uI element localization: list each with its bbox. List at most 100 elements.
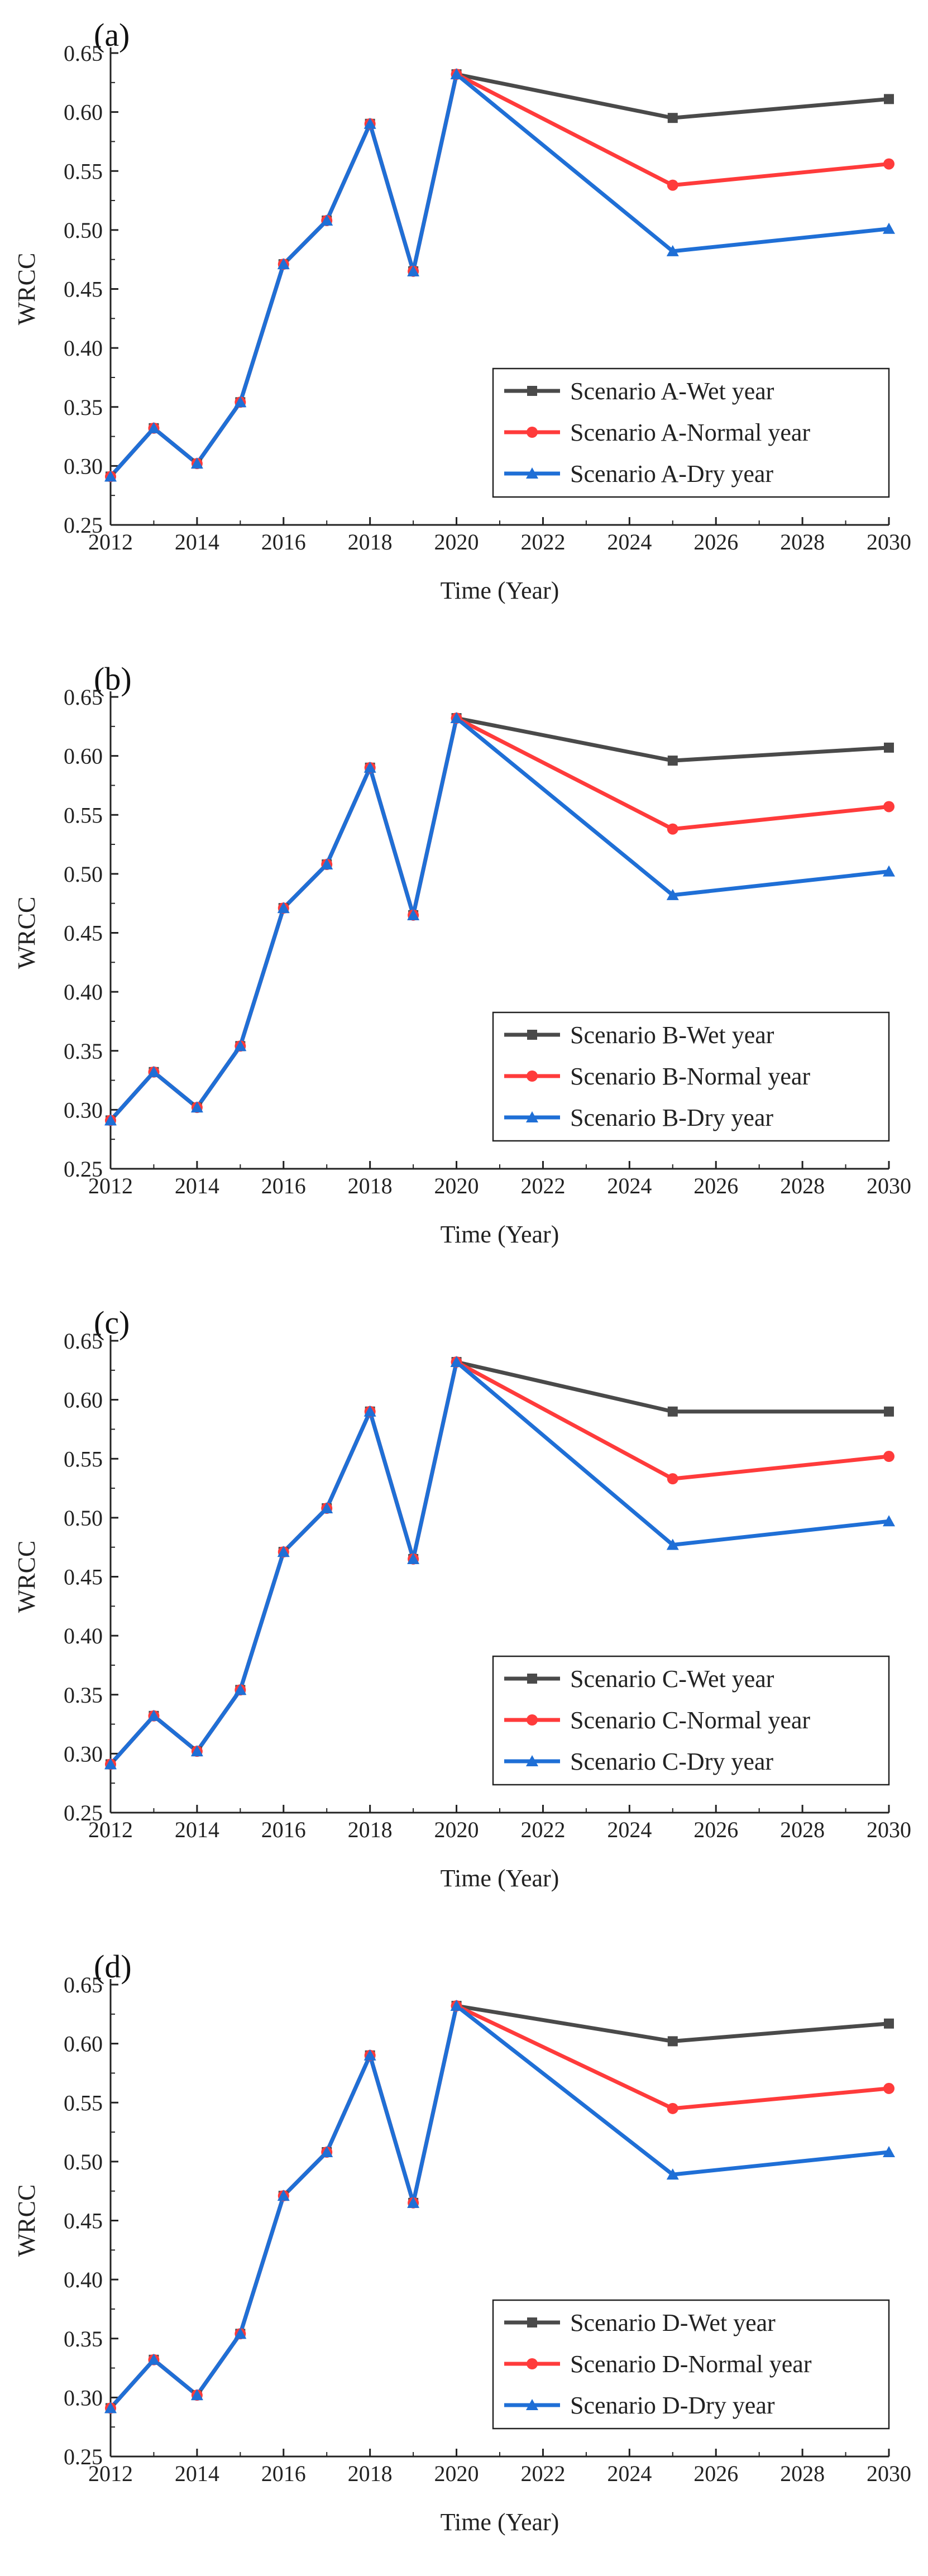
x-tick-label: 2024 [607, 2461, 652, 2486]
x-tick-label: 2028 [780, 1173, 825, 1198]
y-tick-label: 0.50 [64, 218, 103, 243]
legend-entry-wet: Scenario D-Wet year [570, 2309, 776, 2336]
data-point-dry [883, 222, 895, 234]
x-tick-label: 2020 [434, 2461, 479, 2486]
y-tick-label: 0.30 [64, 1741, 103, 1766]
y-tick-label: 0.40 [64, 2267, 103, 2292]
x-tick-label: 2028 [780, 2461, 825, 2486]
y-tick-label: 0.25 [64, 513, 103, 538]
legend-entry-wet: Scenario C-Wet year [570, 1665, 774, 1693]
legend-marker-dry [526, 1111, 538, 1122]
y-tick-label: 0.25 [64, 2444, 103, 2469]
y-tick-label: 0.55 [64, 1446, 103, 1471]
legend-marker-wet [527, 1030, 537, 1040]
x-tick-label: 2014 [175, 1817, 219, 1842]
x-tick-label: 2022 [520, 1173, 565, 1198]
legend-entry-normal: Scenario D-Normal year [570, 2350, 812, 2378]
data-point-dry [104, 2402, 117, 2413]
data-point-dry [277, 2190, 290, 2201]
y-tick-label: 0.35 [64, 2326, 103, 2352]
data-point-normal [667, 1473, 678, 1485]
data-point-normal [883, 1451, 894, 1463]
x-tick-label: 2012 [88, 2461, 133, 2486]
y-tick-label: 0.30 [64, 1097, 103, 1122]
chart-panel-b: (b) 0.25 0.30 0.35 0.40 0.45 0.50 0.55 0.60 0.65 2… [13, 661, 911, 1248]
legend-entry-dry: Scenario B-Dry year [570, 1104, 773, 1131]
data-point-normal [667, 179, 678, 191]
data-point-normal [667, 2102, 678, 2114]
data-point-dry [407, 1552, 420, 1564]
data-point-wet [667, 2036, 678, 2047]
chart-panel-d: (d) 0.25 0.30 0.35 0.40 0.45 0.50 0.55 0.60 0.65 2… [13, 1948, 911, 2536]
legend-entry-dry: Scenario D-Dry year [570, 2392, 775, 2419]
data-point-dry [407, 909, 420, 920]
x-tick-label: 2030 [867, 2461, 911, 2486]
x-tick-label: 2028 [780, 1817, 825, 1842]
data-point-dry [363, 761, 376, 773]
legend-marker-dry [526, 1755, 538, 1766]
panel-label: (d) [94, 1948, 132, 1985]
x-tick-label: 2016 [261, 1173, 306, 1198]
x-tick-label: 2012 [88, 1817, 133, 1842]
data-point-dry [234, 1040, 247, 1052]
data-point-dry [277, 902, 290, 914]
data-point-dry [190, 457, 203, 469]
data-point-dry [234, 1684, 247, 1695]
data-point-dry [407, 2196, 420, 2208]
x-tick-label: 2026 [693, 1173, 738, 1198]
legend: Scenario D-Wet year Scenario D-Normal yea… [492, 2299, 890, 2430]
legend-marker-normal [527, 1714, 538, 1726]
data-point-dry [666, 888, 679, 900]
data-point-dry [104, 470, 117, 482]
y-tick-label: 0.50 [64, 2149, 103, 2174]
y-tick-label: 0.45 [64, 1565, 103, 1590]
y-axis-title: WRCC [13, 253, 40, 326]
data-point-dry [147, 1065, 160, 1077]
data-point-normal [883, 801, 894, 813]
x-tick-label: 2022 [520, 2461, 565, 2486]
y-tick-label: 0.60 [64, 2032, 103, 2057]
data-point-dry [666, 245, 679, 256]
data-point-dry [147, 1709, 160, 1721]
x-tick-label: 2018 [348, 1817, 393, 1842]
panel-label: (b) [94, 661, 132, 697]
x-tick-label: 2020 [434, 1817, 479, 1842]
legend-entry-normal: Scenario A-Normal year [570, 419, 810, 446]
y-tick-label: 0.25 [64, 1156, 103, 1182]
legend-marker-normal [527, 2358, 538, 2369]
y-axis-title: WRCC [13, 1541, 40, 1613]
y-tick-label: 0.40 [64, 979, 103, 1005]
x-tick-label: 2012 [88, 529, 133, 555]
x-tick-label: 2024 [607, 529, 652, 555]
panel-label: (a) [94, 17, 130, 53]
x-tick-label: 2022 [520, 1817, 565, 1842]
data-point-dry [363, 1405, 376, 1417]
legend-entry-dry: Scenario C-Dry year [570, 1748, 773, 1775]
x-axis-title: Time (Year) [441, 2508, 559, 2536]
y-tick-label: 0.65 [64, 1972, 103, 1997]
data-point-wet [667, 113, 678, 123]
y-tick-label: 0.45 [64, 921, 103, 946]
y-tick-label: 0.60 [64, 100, 103, 125]
legend-marker-dry [526, 2399, 538, 2410]
x-tick-label: 2020 [434, 529, 479, 555]
x-tick-label: 2016 [261, 529, 306, 555]
x-tick-label: 2024 [607, 1173, 652, 1198]
data-point-dry [147, 2353, 160, 2365]
data-point-wet [884, 2018, 894, 2029]
y-tick-label: 0.65 [64, 1328, 103, 1354]
data-point-dry [883, 1515, 895, 1527]
legend: Scenario C-Wet year Scenario C-Normal yea… [492, 1655, 890, 1786]
data-point-dry [363, 117, 376, 129]
data-point-dry [450, 2000, 463, 2011]
data-point-dry [277, 1546, 290, 1557]
data-point-dry [277, 258, 290, 270]
y-tick-label: 0.50 [64, 1506, 103, 1531]
data-point-dry [321, 2145, 333, 2157]
x-axis-title: Time (Year) [441, 577, 559, 604]
y-tick-label: 0.35 [64, 1683, 103, 1708]
x-tick-label: 2018 [348, 1173, 393, 1198]
x-tick-label: 2018 [348, 2461, 393, 2486]
y-tick-label: 0.25 [64, 1800, 103, 1825]
data-point-dry [234, 2328, 247, 2339]
